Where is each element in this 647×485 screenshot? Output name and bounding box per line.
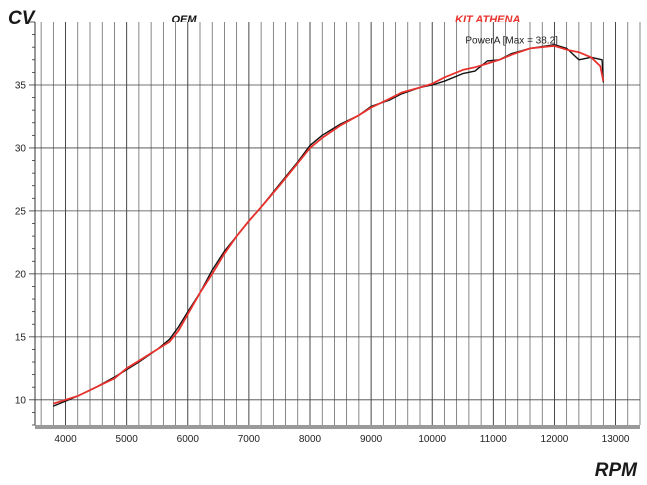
tick-labels: 4000 5000 6000 7000 8000 9000 10000 11000 12000 1… (15, 80, 630, 445)
x-tick-label: 9000 (360, 434, 383, 445)
max-power-annotation: PowerA [Max = 38.2] (465, 36, 558, 47)
x-tick-label: 13000 (602, 434, 630, 445)
y-axis-label: CV (8, 8, 35, 29)
x-tick-label: 5000 (116, 434, 139, 445)
y-tick-label: 25 (15, 206, 27, 217)
series-line-kit-athena (53, 45, 605, 405)
y-tick-label: 15 (15, 332, 27, 343)
x-tick-label: 4000 (54, 434, 77, 445)
x-axis-band (35, 425, 640, 429)
series-lines (53, 44, 605, 407)
x-tick-label: 6000 (177, 434, 200, 445)
minor-vertical-grid (40, 22, 641, 425)
x-tick-label: 7000 (238, 434, 261, 445)
x-tick-label: 12000 (541, 434, 569, 445)
y-tick-label: 35 (15, 80, 27, 91)
y-tick-label: 20 (15, 269, 27, 280)
x-tick-label: 10000 (418, 434, 446, 445)
x-axis-label: RPM (594, 460, 637, 481)
y-tick-label: 10 (15, 395, 27, 406)
x-tick-label: 11000 (480, 434, 508, 445)
axes (29, 21, 640, 429)
plot-area (35, 22, 640, 425)
major-grid (35, 22, 640, 425)
y-tick-label: 30 (15, 143, 27, 154)
x-tick-label: 8000 (299, 434, 322, 445)
